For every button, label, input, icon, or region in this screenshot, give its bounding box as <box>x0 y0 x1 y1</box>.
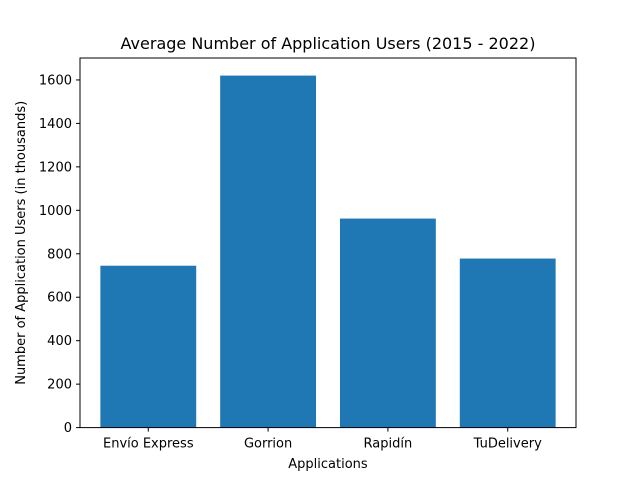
bar-0 <box>100 265 197 428</box>
bar-3 <box>459 258 556 428</box>
y-tick-label: 0 <box>64 421 72 436</box>
y-tick-label: 800 <box>47 247 72 262</box>
plot-frame <box>79 57 577 429</box>
x-axis-ticks: Envío Express Gorrion Rapidín TuDelivery <box>103 427 542 452</box>
y-tick-label: 600 <box>47 291 72 306</box>
y-tick-label: 1200 <box>39 160 72 175</box>
bars-group <box>100 75 556 428</box>
y-tick-label: 1000 <box>39 204 72 219</box>
y-tick-label: 400 <box>47 334 72 349</box>
x-tick-label: Gorrion <box>244 437 292 452</box>
chart-title: Average Number of Application Users (201… <box>121 34 536 53</box>
bar-2 <box>339 218 436 428</box>
x-tick-label: TuDelivery <box>473 437 542 452</box>
y-tick-label: 1400 <box>39 117 72 132</box>
x-tick-label: Rapidín <box>364 437 413 452</box>
y-axis-ticks: 0 200 400 600 800 1000 1200 1400 1600 <box>39 73 80 436</box>
y-axis-label: Number of Application Users (in thousand… <box>14 101 29 385</box>
bar-1 <box>220 75 317 428</box>
x-tick-label: Envío Express <box>103 437 194 452</box>
y-tick-label: 1600 <box>39 73 72 88</box>
y-tick-label: 200 <box>47 378 72 393</box>
x-axis-label: Applications <box>288 457 368 472</box>
